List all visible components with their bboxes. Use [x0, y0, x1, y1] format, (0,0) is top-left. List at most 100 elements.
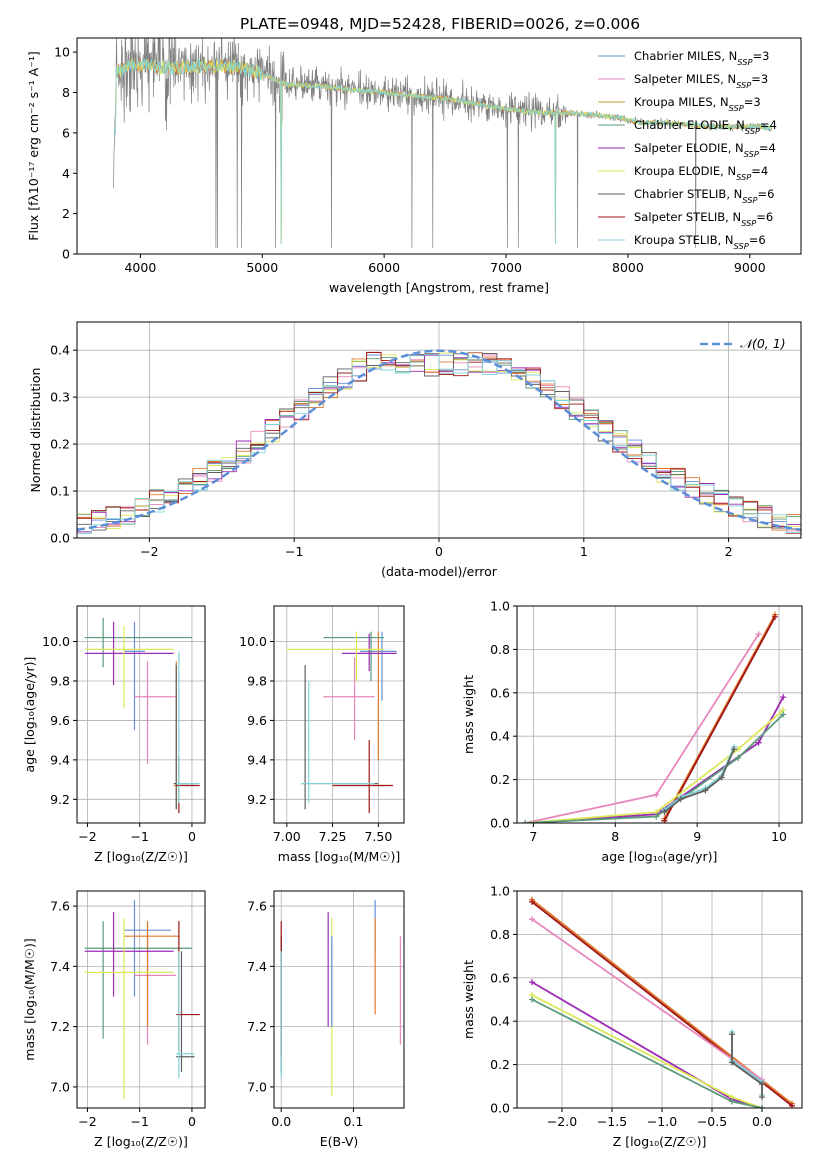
normal-curve: [77, 349, 801, 532]
x-tick-label: 1: [580, 544, 588, 559]
y-tick-label: 9.2: [247, 792, 267, 807]
y-tick-label: 0.4: [50, 343, 70, 358]
y-tick-label: 9.6: [50, 713, 70, 728]
plot-area: [274, 891, 404, 1108]
series-point: [702, 787, 709, 794]
chart-age_vs_mass: 7.00 7.25 7.50 9.2 9.4 9.6 9.8 10.0 mass [log₁₀(…: [239, 605, 405, 864]
series-point: [522, 820, 529, 823]
series-line: [525, 709, 784, 823]
y-axis-label: mass [log₁₀(M/M☉)]: [22, 938, 37, 1060]
y-tick-label: 7.6: [247, 899, 267, 914]
y-tick-label: 7.0: [50, 1079, 70, 1094]
y-tick-label: 9.8: [50, 673, 70, 688]
series-point: [729, 1059, 735, 1066]
legend-label: Salpeter ELODIE, NSSP=4: [634, 141, 776, 159]
y-tick-label: 0.2: [50, 437, 70, 452]
y-tick-label: 10: [54, 45, 70, 60]
y-tick-label: 0.4: [490, 1014, 510, 1029]
series-point: [677, 796, 684, 803]
plot-area: [77, 606, 205, 823]
y-tick-label: 7.2: [50, 1019, 70, 1034]
legend-label: Chabrier STELIB, NSSP=6: [634, 187, 774, 205]
y-tick-label: 2: [62, 206, 70, 221]
y-tick-label: 1.0: [490, 884, 510, 899]
chart-mass_weight_vs_age: 7 8 9 10 0.0 0.2 0.4 0.6 0.8 1.0 age [log₁₀(age/yr…: [461, 599, 803, 864]
x-tick-label: −1: [130, 829, 148, 844]
x-tick-label: −1.0: [647, 1114, 677, 1129]
x-tick-label: 8000: [612, 260, 644, 275]
y-tick-label: 7.4: [247, 959, 267, 974]
y-tick-label: 0.8: [490, 642, 510, 657]
y-tick-label: 8: [62, 85, 70, 100]
series-point: [718, 774, 725, 781]
x-tick-label: −1.5: [597, 1114, 627, 1129]
x-tick-label: 7.50: [364, 829, 392, 844]
series-point: [653, 813, 660, 820]
series-line: [731, 1034, 763, 1098]
axes-frame: [516, 890, 803, 1109]
series-point: [735, 754, 742, 761]
series-point: [529, 996, 535, 1003]
x-tick-label: −0.5: [697, 1114, 727, 1129]
y-tick-label: 4: [62, 166, 70, 181]
y-tick-label: 7.4: [50, 959, 70, 974]
legend-label: Chabrier ELODIE, NSSP=4: [634, 118, 777, 136]
y-tick-label: 0.0: [490, 1101, 510, 1116]
y-tick-label: 9.6: [247, 713, 267, 728]
y-tick-label: 9.4: [247, 752, 267, 767]
plot-area: [517, 606, 802, 823]
y-tick-label: 0: [62, 247, 70, 262]
x-tick-label: 0: [435, 544, 443, 559]
series-line: [525, 713, 784, 823]
legend-label: Kroupa ELODIE, NSSP=4: [634, 164, 768, 182]
y-tick-label: 0.0: [490, 816, 510, 831]
series-point: [759, 1094, 765, 1101]
axes-frame: [76, 37, 802, 255]
y-tick-label: 0.6: [490, 970, 510, 985]
legend-label: Salpeter STELIB, NSSP=6: [634, 210, 773, 228]
series-line: [531, 994, 763, 1108]
plot-area: [77, 891, 205, 1108]
plot-area: [517, 891, 802, 1108]
y-tick-label: 6: [62, 125, 70, 140]
series-point: [780, 711, 787, 718]
series-point: [653, 791, 660, 798]
series-point: [755, 739, 762, 746]
y-tick-label: 10.0: [239, 634, 267, 649]
model-spectrum: [114, 58, 773, 244]
x-tick-label: 10: [771, 829, 787, 844]
plot-area: [113, 38, 773, 248]
x-axis-label: age [log₁₀(age/yr)]: [602, 849, 718, 864]
legend-label: Salpeter MILES, NSSP=3: [634, 72, 768, 90]
axes-frame: [516, 605, 803, 824]
chart-mass_weight_vs_Z: −2.0 −1.5 −1.0 −0.5 0.0 0.0 0.2 0.4 0.6 0.8 1.0 Z […: [461, 884, 803, 1149]
series-point: [729, 1098, 735, 1105]
legend-label: Chabrier MILES, NSSP=3: [634, 49, 769, 67]
series-point: [529, 898, 535, 905]
legend-label: Kroupa MILES, NSSP=3: [634, 95, 761, 113]
x-axis-label: wavelength [Angstrom, rest frame]: [329, 280, 549, 295]
series-point: [529, 979, 535, 986]
axes-frame: [273, 890, 405, 1109]
x-tick-label: 7: [529, 829, 537, 844]
x-tick-label: −2: [78, 829, 96, 844]
figure-title: PLATE=0948, MJD=52428, FIBERID=0026, z=0…: [240, 15, 640, 33]
series-line: [531, 981, 763, 1108]
x-tick-label: 0: [188, 829, 196, 844]
x-axis-label: Z [log₁₀(Z/Z☉)]: [613, 1134, 707, 1149]
chart-age_vs_Z: −2 −1 0 9.2 9.4 9.6 9.8 10.0 Z [log₁₀(Z/Z☉)] age …: [22, 605, 206, 864]
y-tick-label: 7.6: [50, 899, 70, 914]
x-tick-label: −1: [130, 1114, 148, 1129]
series-point: [759, 1081, 765, 1088]
series-line: [525, 633, 760, 823]
x-tick-label: 0.0: [752, 1114, 772, 1129]
x-tick-label: −2.0: [547, 1114, 577, 1129]
chart-mass_vs_Z: −2 −1 0 7.0 7.2 7.4 7.6 Z [log₁₀(Z/Z☉)] mass [lo…: [22, 890, 206, 1149]
y-tick-label: 10.0: [42, 634, 70, 649]
x-tick-label: 7000: [490, 260, 522, 275]
axes-frame: [76, 890, 206, 1109]
legend-label: Kroupa STELIB, NSSP=6: [634, 233, 766, 251]
x-axis-label: (data-model)/error: [381, 564, 498, 579]
series-point: [661, 809, 668, 816]
y-tick-label: 1.0: [490, 599, 510, 614]
